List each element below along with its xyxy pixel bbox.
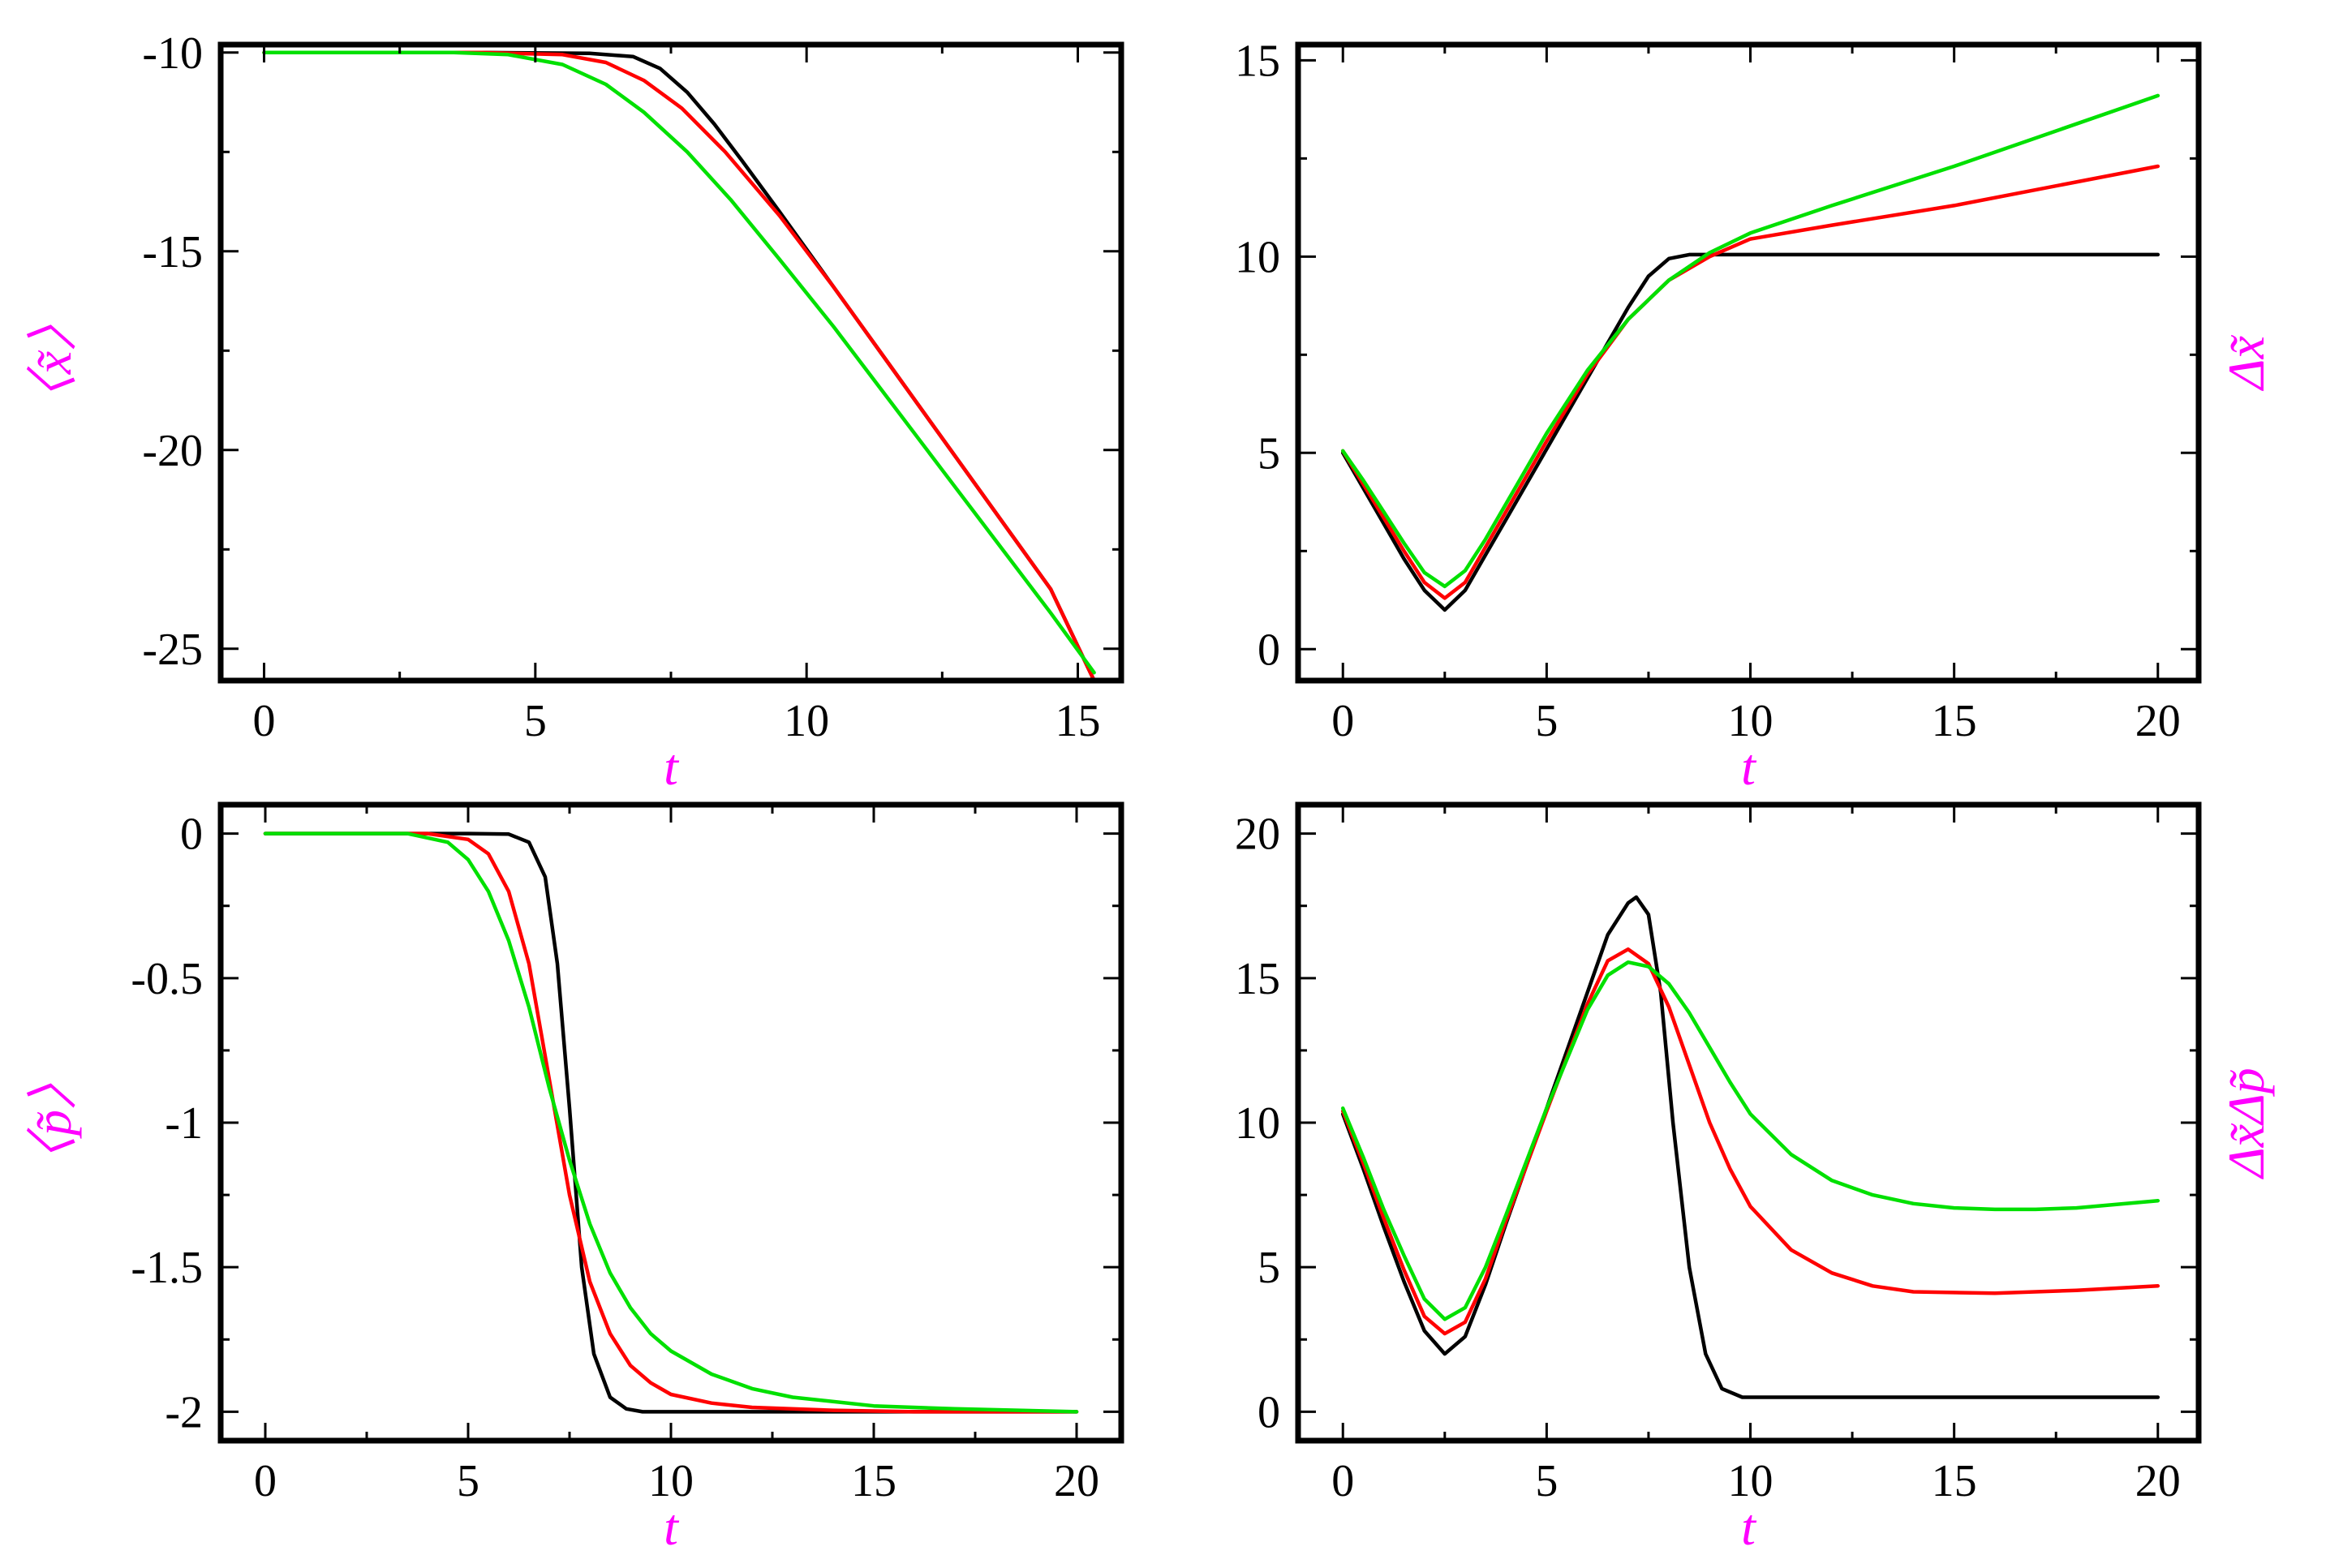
x-tick-label: 20 <box>2135 1456 2181 1506</box>
y-tick-label: 5 <box>1258 1243 1280 1293</box>
y-tick-label: 5 <box>1258 428 1280 479</box>
y-tick-label: -1 <box>165 1098 203 1149</box>
series-line-2 <box>263 831 1079 1414</box>
x-tick-label: 0 <box>252 696 275 746</box>
series-line-1 <box>1340 895 2160 1399</box>
series-line-3 <box>1340 960 2160 1321</box>
series-line-1 <box>263 831 1079 1414</box>
y-tick-label: -15 <box>142 227 203 277</box>
x-axis-label: t <box>1741 1498 1757 1556</box>
y-axis-label: 〈p̃〉 <box>24 1058 82 1188</box>
y-tick-label: 15 <box>1235 36 1280 86</box>
x-tick-label: 20 <box>1054 1456 1099 1506</box>
y-tick-label: 20 <box>1235 810 1280 860</box>
x-tick-label: 5 <box>524 696 547 746</box>
y-axis-label: 〈x̃〉 <box>24 299 82 426</box>
x-tick-label: 0 <box>1331 1456 1354 1506</box>
x-tick-label: 10 <box>648 1456 694 1506</box>
series-line-3 <box>262 50 1096 675</box>
x-axis-label: t <box>1741 738 1757 796</box>
x-tick-label: 15 <box>1056 696 1101 746</box>
y-tick-label: 15 <box>1235 954 1280 1004</box>
x-tick-label: 15 <box>851 1456 896 1506</box>
panel-bottom-right: 0 5 10 15 20 0 5 10 15 20 t Δx̃Δp̃ <box>1235 801 2275 1556</box>
x-tick-label: 0 <box>1331 696 1354 746</box>
y-tick-label: -0.5 <box>131 954 203 1004</box>
series-line-1 <box>1340 252 2160 612</box>
panel-top-left: 0 5 10 15 -10 -15 -20 -25 t 〈x̃〉 <box>24 28 1124 796</box>
y-tick-label: 0 <box>180 810 203 860</box>
series-line-3 <box>1340 93 2160 589</box>
y-axis-label: Δx̃ <box>2217 334 2275 392</box>
plot-frame <box>217 41 1124 684</box>
y-tick-label: -20 <box>142 426 203 476</box>
x-tick-label: 5 <box>1535 696 1558 746</box>
plot-frame <box>1295 41 2202 684</box>
y-tick-label: 10 <box>1235 232 1280 282</box>
x-tick-label: 0 <box>254 1456 277 1506</box>
x-tick-label: 5 <box>457 1456 479 1506</box>
x-tick-label: 10 <box>1728 1456 1774 1506</box>
series-line-2 <box>262 50 1096 683</box>
plot-frame <box>217 801 1124 1444</box>
y-tick-label: -2 <box>165 1387 203 1437</box>
panel-top-right: 0 5 10 15 20 0 5 10 15 t Δx̃ <box>1235 36 2275 796</box>
series-line-2 <box>1340 947 2160 1336</box>
x-tick-label: 15 <box>1932 1456 1977 1506</box>
y-tick-label: -1.5 <box>131 1243 203 1293</box>
x-axis-label: t <box>664 1498 680 1556</box>
panel-bottom-left: 0 5 10 15 20 0 -0.5 -1 -1.5 -2 t 〈p̃〉 <box>24 801 1124 1556</box>
x-tick-label: 10 <box>784 696 829 746</box>
x-axis-label: t <box>664 738 680 796</box>
x-tick-label: 15 <box>1932 696 1977 746</box>
series-line-3 <box>263 831 1079 1414</box>
y-tick-label: 0 <box>1258 1387 1280 1437</box>
y-tick-label: -10 <box>142 28 203 79</box>
x-tick-label: 20 <box>2135 696 2181 746</box>
plot-frame <box>1295 801 2202 1444</box>
y-tick-label: -25 <box>142 625 203 675</box>
y-axis-label: Δx̃Δp̃ <box>2217 1068 2275 1180</box>
x-tick-label: 10 <box>1728 696 1774 746</box>
series-line-2 <box>1340 164 2160 600</box>
x-tick-label: 5 <box>1535 1456 1558 1506</box>
y-tick-label: 0 <box>1258 625 1280 675</box>
y-tick-label: 10 <box>1235 1098 1280 1149</box>
